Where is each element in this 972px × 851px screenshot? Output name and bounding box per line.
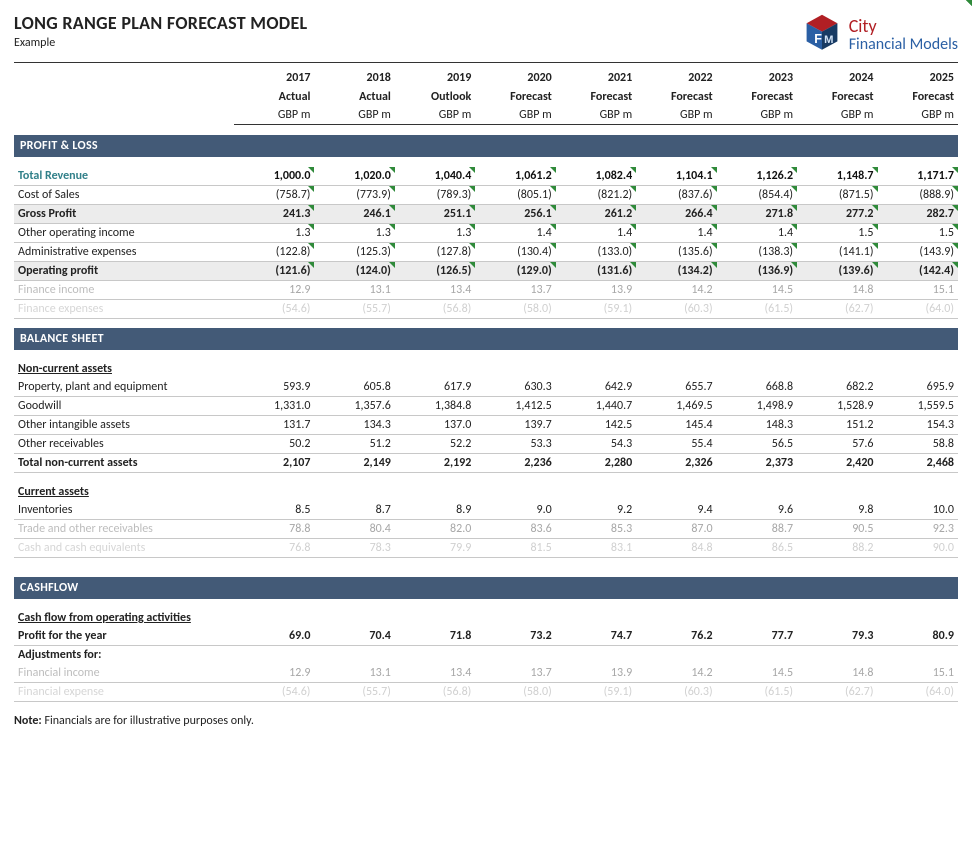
table-row: Total non-current assets2,1072,1492,1922… [14, 454, 958, 473]
table-row: Finance income12.913.113.413.713.914.214… [14, 280, 958, 299]
page-subtitle: Example [14, 36, 307, 50]
table-row: Cash and cash equivalents76.878.379.981.… [14, 538, 958, 557]
page-title: LONG RANGE PLAN FORECAST MODEL [14, 12, 307, 34]
note-prefix: Note: [14, 714, 42, 728]
table-row: Goodwill1,331.01,357.61,384.81,412.51,44… [14, 397, 958, 416]
table-row: Operating profit(121.6)(124.0)(126.5)(12… [14, 261, 958, 280]
subheading: Cash flow from operating activities [14, 609, 958, 627]
table-row: Finance expenses(54.6)(55.7)(56.8)(58.0)… [14, 299, 958, 318]
section-bar: PROFIT & LOSS [14, 135, 958, 157]
subheading: Non-current assets [14, 360, 958, 378]
table-row: Adjustments for: [14, 646, 958, 665]
note-text: Financials are for illustrative purposes… [42, 714, 254, 728]
table-row: Profit for the year69.070.471.873.274.77… [14, 627, 958, 646]
table-row: Inventories8.58.78.99.09.29.49.69.810.0 [14, 501, 958, 520]
brand-logo: F M City Financial Models [801, 12, 958, 58]
table-row: Total Revenue1,000.01,020.01,040.41,061.… [14, 167, 958, 186]
svg-text:F: F [814, 32, 822, 46]
financial-table: 201720182019202020212022202320242025Actu… [14, 69, 958, 702]
table-row: Administrative expenses(122.8)(125.3)(12… [14, 242, 958, 261]
table-row: Gross Profit241.3246.1251.1256.1261.2266… [14, 204, 958, 223]
table-row: Cost of Sales(758.7)(773.9)(789.3)(805.1… [14, 185, 958, 204]
table-row: Other operating income1.31.31.31.41.41.4… [14, 223, 958, 242]
cube-icon: F M [801, 12, 843, 58]
table-row: Financial income12.913.113.413.713.914.2… [14, 664, 958, 683]
subheading: Current assets [14, 483, 958, 501]
title-block: LONG RANGE PLAN FORECAST MODEL Example [14, 12, 307, 50]
svg-text:M: M [824, 34, 833, 46]
table-row: Trade and other receivables78.880.482.08… [14, 519, 958, 538]
section-bar: CASHFLOW [14, 577, 958, 599]
table-row: Other receivables50.251.252.253.354.355.… [14, 435, 958, 454]
brand-line1: City [849, 17, 958, 35]
section-bar: BALANCE SHEET [14, 328, 958, 350]
table-row: Property, plant and equipment593.9605.86… [14, 378, 958, 397]
table-row: Financial expense(54.6)(55.7)(56.8)(58.0… [14, 683, 958, 702]
brand-line2: Financial Models [849, 37, 958, 53]
page-header: LONG RANGE PLAN FORECAST MODEL Example F… [14, 12, 958, 63]
table-row: Other intangible assets131.7134.3137.013… [14, 416, 958, 435]
footnote: Note: Financials are for illustrative pu… [14, 714, 958, 728]
brand-text: City Financial Models [849, 17, 958, 53]
